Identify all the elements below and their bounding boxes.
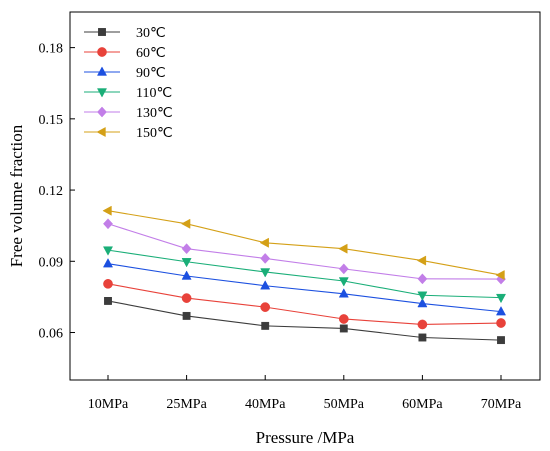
x-axis-ticks: 10MPa 25MPa 40MPa 50MPa 60MPa 70MPa: [88, 375, 522, 412]
data-point: [417, 319, 428, 330]
legend-marker: [96, 88, 108, 98]
legend-label: 30℃: [136, 26, 166, 41]
data-point: [338, 277, 349, 287]
data-point: [104, 297, 112, 305]
data-point: [418, 333, 427, 342]
data-point: [416, 255, 427, 266]
series-group: [102, 205, 505, 281]
series-line: [107, 223, 502, 280]
series-group: [103, 218, 506, 285]
data-point: [102, 246, 114, 256]
legend-label: 110℃: [136, 86, 172, 101]
data-point: [102, 205, 112, 216]
legend: 30℃ 60℃ 90℃ 110℃ 130℃ 150℃: [84, 26, 173, 141]
series-line: [107, 210, 502, 276]
data-point: [259, 237, 269, 248]
series-line: [107, 283, 502, 325]
data-point: [496, 318, 506, 328]
data-point: [181, 258, 192, 268]
data-point: [495, 293, 507, 304]
data-point: [181, 293, 192, 303]
data-point: [417, 273, 428, 285]
y-tick-label: 0.15: [39, 113, 64, 128]
data-point: [182, 311, 191, 320]
x-tick-label: 70MPa: [481, 397, 522, 412]
data-point: [495, 306, 507, 316]
legend-entry: 130℃: [84, 106, 173, 121]
series-line: [107, 249, 502, 299]
series-line: [107, 263, 502, 313]
data-point: [181, 270, 192, 280]
y-axis-label: Free volume fraction: [7, 124, 26, 267]
data-point: [260, 302, 271, 312]
legend-label: 60℃: [136, 46, 166, 61]
legend-marker: [98, 28, 106, 36]
series-group: [102, 246, 507, 304]
legend-entry: 60℃: [84, 46, 166, 61]
y-tick-label: 0.12: [39, 184, 64, 199]
data-point: [338, 288, 349, 298]
data-point: [103, 218, 113, 230]
data-point: [261, 321, 270, 330]
legend-entry: 150℃: [84, 126, 173, 141]
data-point: [181, 243, 192, 255]
legend-marker: [96, 66, 108, 76]
x-tick-label: 50MPa: [324, 397, 365, 412]
data-point: [103, 278, 113, 289]
x-tick-label: 10MPa: [88, 397, 129, 412]
legend-marker: [96, 126, 106, 138]
data-point: [102, 258, 114, 268]
legend-label: 90℃: [136, 66, 166, 81]
data-point: [497, 336, 505, 345]
x-tick-label: 25MPa: [166, 397, 207, 412]
x-tick-label: 40MPa: [245, 397, 286, 412]
legend-label: 130℃: [136, 106, 173, 121]
x-tick-label: 60MPa: [402, 397, 443, 412]
series-line: [107, 300, 502, 341]
data-point: [338, 314, 349, 324]
data-point: [260, 280, 271, 290]
data-point: [260, 253, 271, 264]
y-tick-label: 0.18: [39, 42, 64, 57]
y-axis-ticks: 0.06 0.09 0.12 0.15 0.18: [39, 42, 75, 342]
legend-marker: [97, 47, 107, 57]
y-tick-label: 0.06: [39, 327, 64, 342]
data-point: [495, 270, 505, 281]
data-point: [338, 243, 348, 254]
data-point: [260, 268, 271, 278]
series-group: [102, 258, 507, 316]
series-group: [104, 297, 505, 345]
series-layer: [102, 205, 507, 345]
legend-entry: 90℃: [84, 66, 166, 81]
data-point: [339, 324, 348, 333]
plot-frame: [69, 11, 541, 381]
legend-entry: 30℃: [84, 26, 166, 41]
data-point: [417, 297, 428, 308]
y-tick-label: 0.09: [39, 255, 64, 270]
legend-marker: [97, 106, 107, 118]
data-point: [338, 263, 349, 275]
legend-label: 150℃: [136, 126, 173, 141]
legend-entry: 110℃: [84, 86, 172, 101]
data-point: [417, 291, 428, 301]
x-axis-label: Pressure /MPa: [256, 428, 355, 447]
data-point: [181, 218, 191, 229]
series-group: [103, 278, 506, 330]
